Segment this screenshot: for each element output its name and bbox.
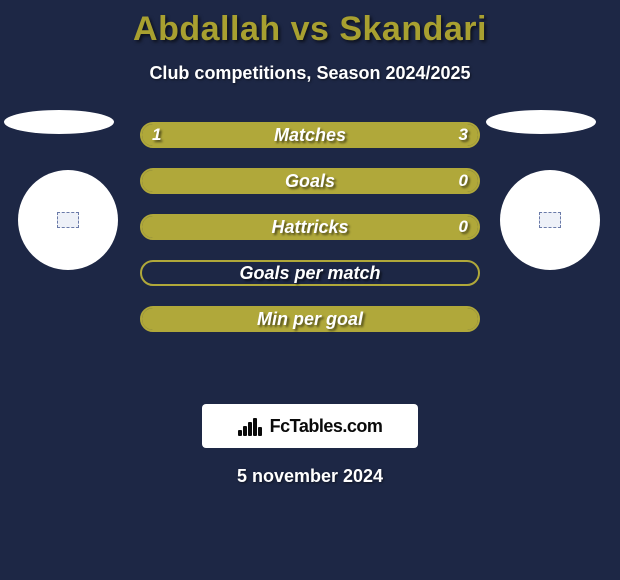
logo-bar-icon-bar (248, 422, 252, 436)
stat-bar-row: Matches13 (140, 122, 480, 148)
stat-bar-track (140, 306, 480, 332)
subtitle: Club competitions, Season 2024/2025 (0, 63, 620, 84)
logo-bar-icon-bar (253, 418, 257, 436)
stat-bar-row: Goals0 (140, 168, 480, 194)
stat-bar-track (140, 260, 480, 286)
logo-text: FcTables.com (270, 416, 383, 437)
stat-bar-fill-left (142, 308, 478, 330)
stat-bar-fill-left (142, 170, 478, 192)
logo-bars-icon (238, 416, 264, 436)
stat-bar-fill-right (176, 124, 478, 146)
player-left-name-ellipse (4, 110, 114, 134)
stat-bar-track (140, 168, 480, 194)
page-title: Abdallah vs Skandari (0, 10, 620, 49)
logo-bar-icon-bar (238, 430, 242, 436)
logo-text-tables: Tables (290, 416, 343, 436)
stat-bar-track (140, 122, 480, 148)
stat-bar-row: Min per goal (140, 306, 480, 332)
stat-bar-track (140, 214, 480, 240)
stat-bar-fill-left (142, 216, 478, 238)
player-left-flag-icon (57, 212, 79, 228)
player-right-flag-icon (539, 212, 561, 228)
logo-text-fc: Fc (270, 416, 290, 436)
player-right-avatar-circle (500, 170, 600, 270)
main-container: Abdallah vs Skandari Club competitions, … (0, 0, 620, 580)
logo-bar-icon-bar (243, 426, 247, 436)
logo-text-dotcom: .com (342, 416, 382, 436)
stat-bar-row: Hattricks0 (140, 214, 480, 240)
stat-bar-row: Goals per match (140, 260, 480, 286)
fctables-logo: FcTables.com (202, 404, 418, 448)
player-right-name-ellipse (486, 110, 596, 134)
stat-bars-column: Matches13 Goals0 Hattricks0 Goals per match… (140, 122, 480, 352)
stat-bar-fill-left (142, 124, 176, 146)
player-left-avatar-circle (18, 170, 118, 270)
date-line: 5 november 2024 (0, 466, 620, 487)
comparison-panel: Matches13 Goals0 Hattricks0 Goals per match… (0, 122, 620, 372)
logo-bar-icon-bar (258, 427, 262, 436)
